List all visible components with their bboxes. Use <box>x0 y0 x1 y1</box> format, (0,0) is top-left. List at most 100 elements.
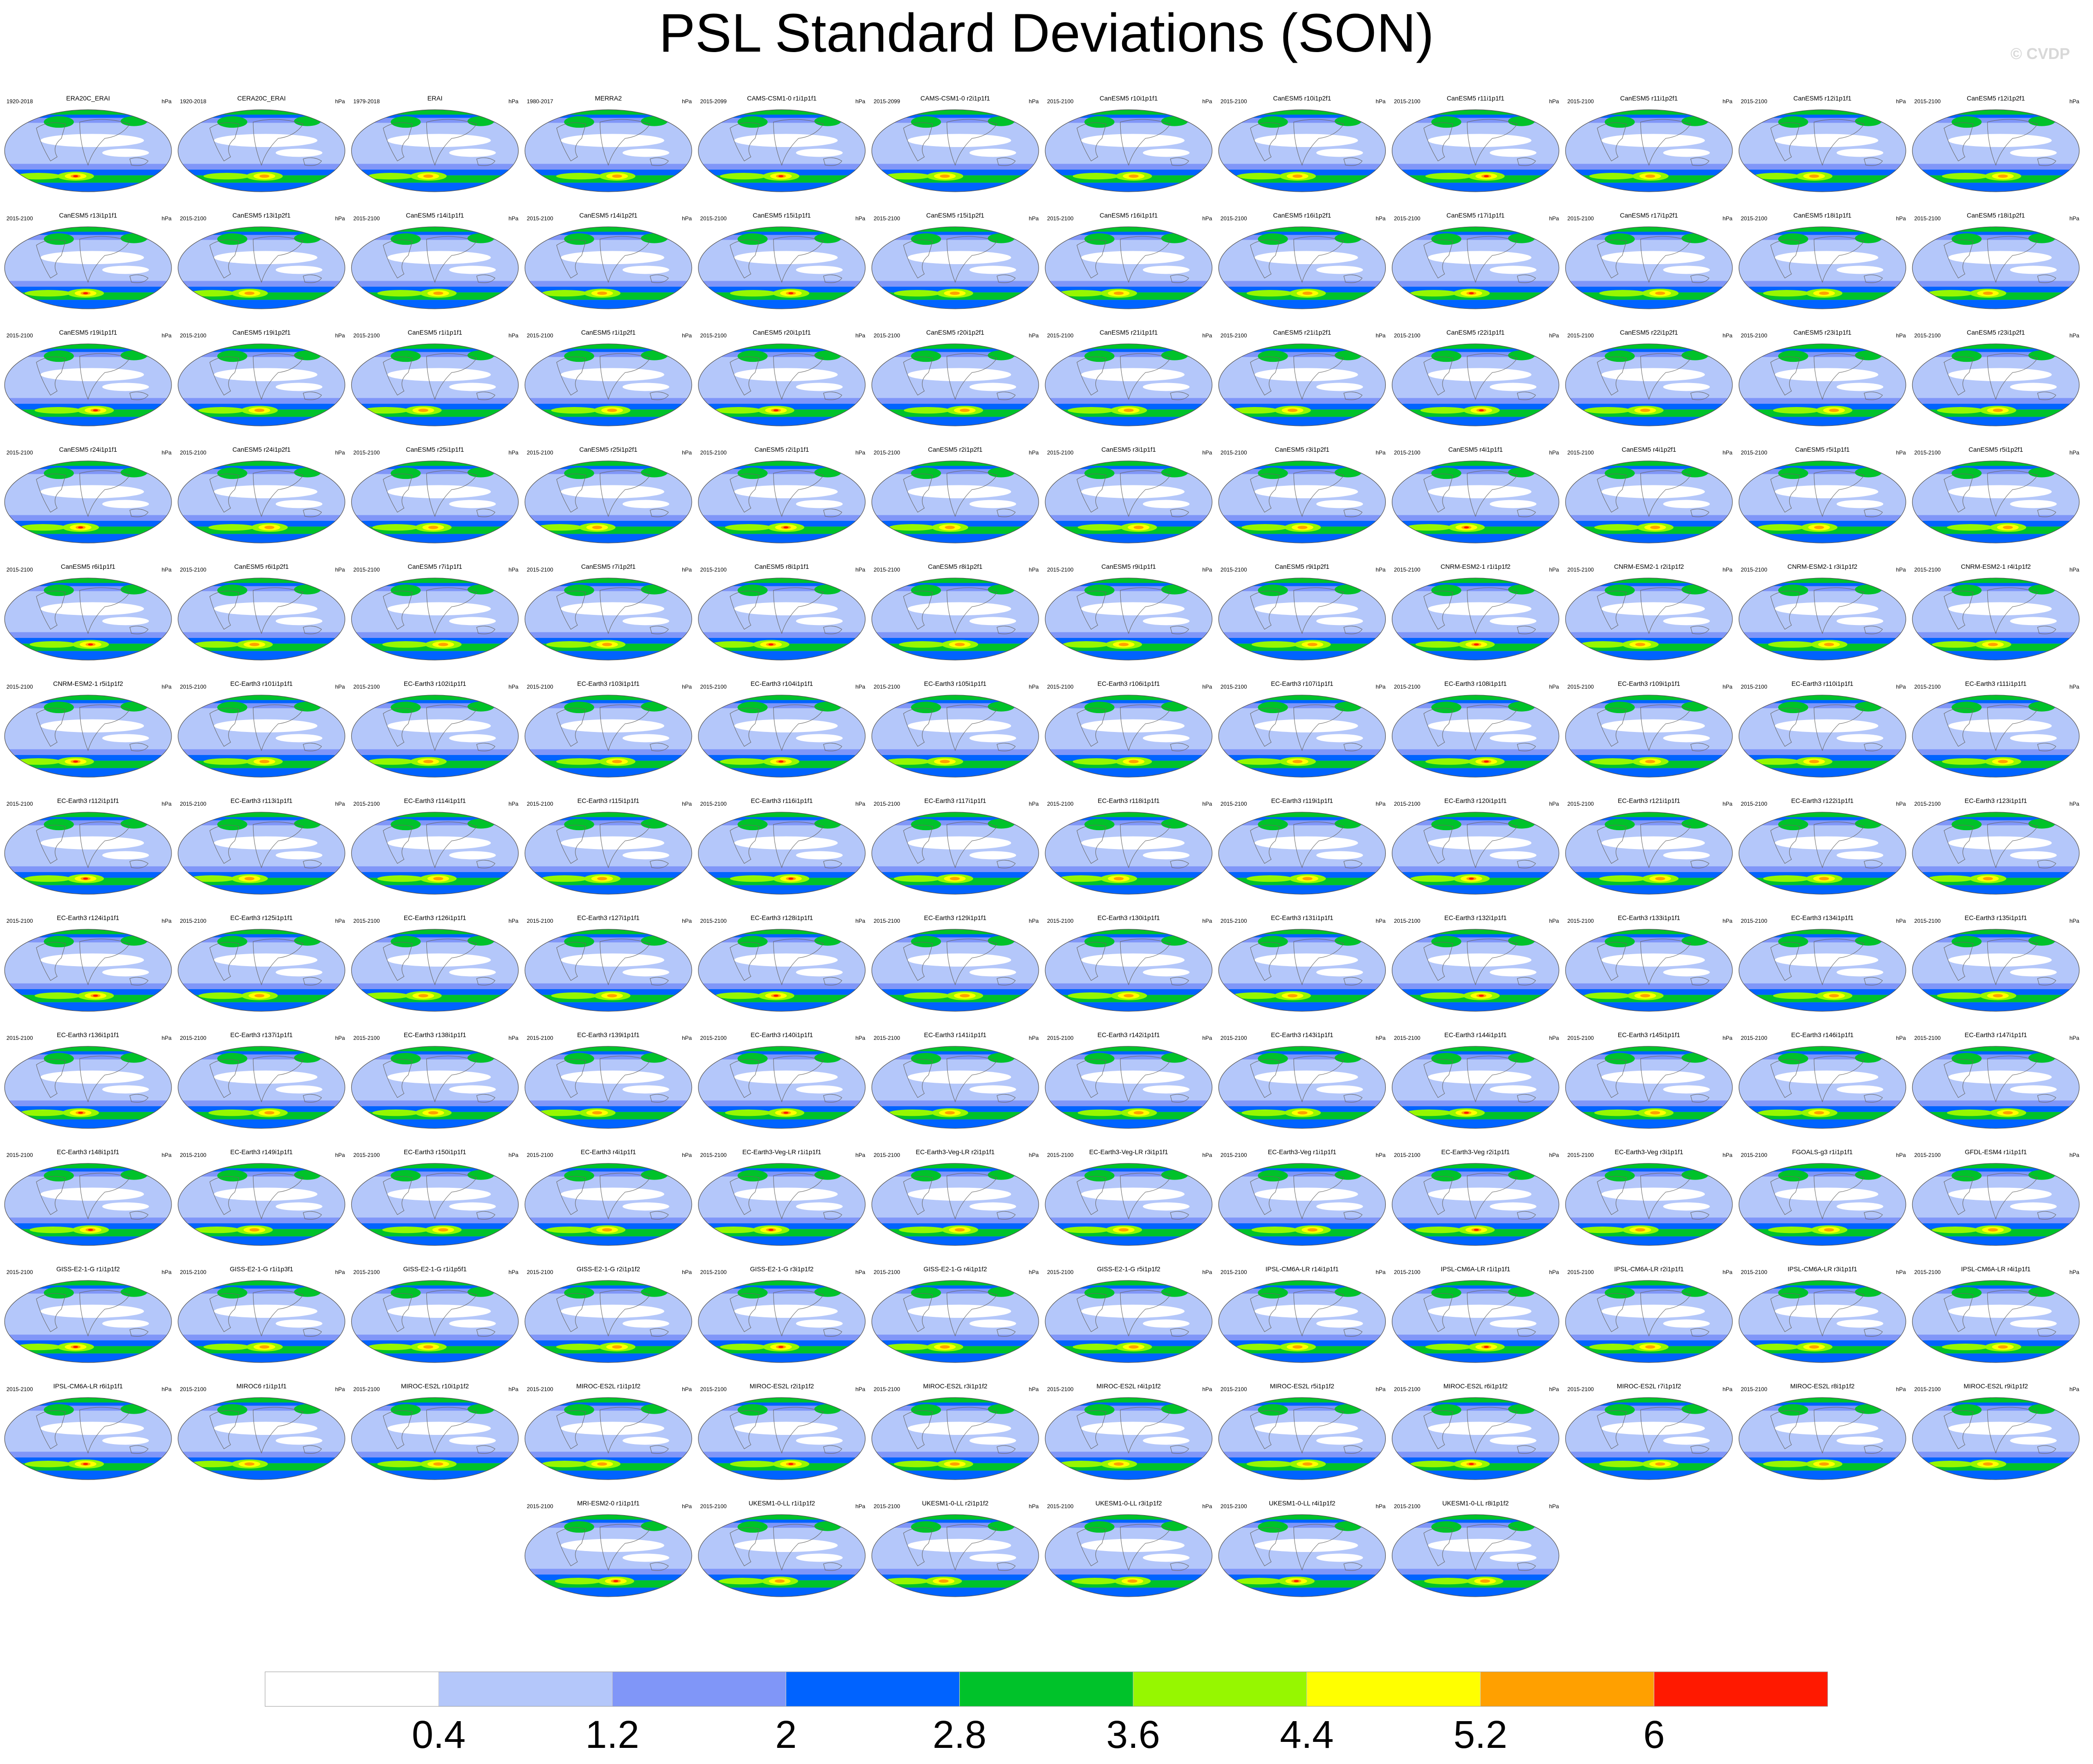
map-field <box>698 344 865 426</box>
panel-title: CanESM5 r18i1p2f1 <box>1967 212 2025 219</box>
map-field <box>872 578 1039 660</box>
map-field <box>1392 812 1559 894</box>
panel-period: 2015-2100 <box>353 918 380 924</box>
panel-period: 2015-2100 <box>1220 801 1247 807</box>
panel-title: EC-Earth3 r119i1p1f1 <box>1271 797 1333 804</box>
map-outline <box>4 1397 172 1480</box>
panel-title: CanESM5 r15i1p2f1 <box>926 212 984 219</box>
panel-units: hPa <box>1202 566 1212 573</box>
panel-period: 2015-2100 <box>1567 801 1594 807</box>
map-outline <box>1392 812 1560 895</box>
panel-period: 2015-2100 <box>1914 449 1941 456</box>
map-field <box>1218 1398 1386 1480</box>
map-outline <box>1565 226 1733 309</box>
map-outline <box>1565 1280 1733 1363</box>
panel-title: CanESM5 r15i1p1f1 <box>753 212 811 219</box>
panel-units: hPa <box>335 566 345 573</box>
panel-title: EC-Earth3 r150i1p1f1 <box>404 1148 467 1156</box>
panel-period: 2015-2100 <box>180 1269 207 1275</box>
map-field <box>525 1163 692 1245</box>
map-field <box>351 1046 519 1128</box>
panel-title: MERRA2 <box>595 94 622 102</box>
panel-title: CNRM-ESM2-1 r2i1p1f2 <box>1614 563 1684 570</box>
panel-period: 2015-2100 <box>1394 1152 1421 1158</box>
panel-title: CanESM5 r23i1p1f1 <box>1793 329 1851 336</box>
panel-period: 2015-2100 <box>180 918 207 924</box>
panel-units: hPa <box>1896 801 1906 807</box>
map-panel: MIROC-ES2L r9i1p1f2 2015-2100 hPa <box>1912 1382 2080 1480</box>
map-panel: EC-Earth3 r145i1p1f1 2015-2100 hPa <box>1565 1031 1733 1129</box>
panel-units: hPa <box>1896 215 1906 222</box>
map-outline <box>871 343 1039 426</box>
panel-period: 2015-2100 <box>1914 566 1941 573</box>
panel-title: EC-Earth3 r128i1p1f1 <box>751 914 813 921</box>
map-field <box>1739 110 1906 192</box>
panel-title: CanESM5 r22i1p2f1 <box>1620 329 1678 336</box>
map-field <box>1392 578 1559 660</box>
map-outline <box>871 460 1039 543</box>
map-panel: CanESM5 r6i1p2f1 2015-2100 hPa <box>177 563 345 661</box>
panel-period: 2015-2100 <box>1047 215 1074 222</box>
panel-title: CanESM5 r5i1p2f1 <box>1969 446 2023 453</box>
map-panel: EC-Earth3 r131i1p1f1 2015-2100 hPa <box>1218 914 1386 1012</box>
panel-title: EC-Earth3 r138i1p1f1 <box>404 1031 467 1038</box>
map-panel: CanESM5 r24i1p2f1 2015-2100 hPa <box>177 446 345 543</box>
map-outline <box>524 929 692 1012</box>
map-panel: CanESM5 r14i1p1f1 2015-2100 hPa <box>351 212 519 309</box>
panel-units: hPa <box>682 98 692 105</box>
map-panel: GISS-E2-1-G r4i1p1f2 2015-2100 hPa <box>871 1265 1039 1363</box>
panel-title: CanESM5 r13i1p1f1 <box>59 212 117 219</box>
map-field <box>1392 1398 1559 1480</box>
panel-period: 2015-2100 <box>527 449 554 456</box>
panel-units: hPa <box>1202 801 1212 807</box>
panel-title: EC-Earth3 r135i1p1f1 <box>1964 914 2027 921</box>
map-panel: CanESM5 r23i1p1f1 2015-2100 hPa <box>1738 329 1906 426</box>
panel-title: EC-Earth3 r122i1p1f1 <box>1791 797 1854 804</box>
panel-units: hPa <box>1202 1035 1212 1041</box>
map-panel: EC-Earth3 r120i1p1f1 2015-2100 hPa <box>1392 797 1560 895</box>
map-panel: CanESM5 r7i1p1f1 2015-2100 hPa <box>351 563 519 661</box>
map-outline <box>1565 578 1733 661</box>
map-outline <box>1738 578 1906 661</box>
panel-title: GISS-E2-1-G r1i1p3f1 <box>230 1265 293 1273</box>
map-panel: IPSL-CM6A-LR r1i1p1f1 2015-2100 hPa <box>1392 1265 1560 1363</box>
colorbar-swatch <box>1480 1671 1655 1707</box>
colorbar-swatch <box>959 1671 1134 1707</box>
map-panel: EC-Earth3 r123i1p1f1 2015-2100 hPa <box>1912 797 2080 895</box>
map-outline <box>698 226 866 309</box>
panel-title: EC-Earth3-Veg-LR r3i1p1f1 <box>1089 1148 1168 1156</box>
map-field <box>698 1515 865 1597</box>
map-field <box>1912 812 2080 894</box>
panel-units: hPa <box>162 684 172 690</box>
map-field <box>178 812 345 894</box>
panel-period: 2015-2100 <box>527 215 554 222</box>
map-panel: CNRM-ESM2-1 r2i1p1f2 2015-2100 hPa <box>1565 563 1733 661</box>
panel-units: hPa <box>2069 1152 2080 1158</box>
map-field <box>1392 1280 1559 1363</box>
map-panel: CanESM5 r15i1p2f1 2015-2100 hPa <box>871 212 1039 309</box>
panel-period: 2015-2100 <box>1914 801 1941 807</box>
map-panel: CanESM5 r17i1p2f1 2015-2100 hPa <box>1565 212 1733 309</box>
map-field <box>1045 1163 1212 1245</box>
panel-title: EC-Earth3-Veg-LR r2i1p1f1 <box>916 1148 994 1156</box>
map-outline <box>4 812 172 895</box>
map-outline <box>4 578 172 661</box>
panel-title: EC-Earth3-Veg r2i1p1f1 <box>1441 1148 1510 1156</box>
map-field <box>1565 227 1732 309</box>
map-field <box>1218 1046 1386 1128</box>
map-outline <box>177 226 345 309</box>
map-panel: MIROC-ES2L r10i1p1f2 2015-2100 hPa <box>351 1382 519 1480</box>
map-panel: UKESM1-0-LL r4i1p1f2 2015-2100 hPa <box>1218 1499 1386 1597</box>
colorbar: 0.4 1.2 2 2.8 3.6 4.4 5.2 6 <box>265 1671 1828 1756</box>
panel-units: hPa <box>1549 1386 1559 1392</box>
panel-title: CanESM5 r14i1p1f1 <box>406 212 464 219</box>
panel-title: EC-Earth3 r132i1p1f1 <box>1444 914 1507 921</box>
panel-period: 2015-2100 <box>1741 215 1768 222</box>
panel-period: 2015-2100 <box>527 918 554 924</box>
panel-units: hPa <box>1202 332 1212 339</box>
map-outline <box>871 1163 1039 1246</box>
panel-title: CNRM-ESM2-1 r5i1p1f2 <box>53 680 123 687</box>
map-panel: CanESM5 r5i1p1f1 2015-2100 hPa <box>1738 446 1906 543</box>
map-panel: CanESM5 r17i1p1f1 2015-2100 hPa <box>1392 212 1560 309</box>
panel-units: hPa <box>335 449 345 456</box>
